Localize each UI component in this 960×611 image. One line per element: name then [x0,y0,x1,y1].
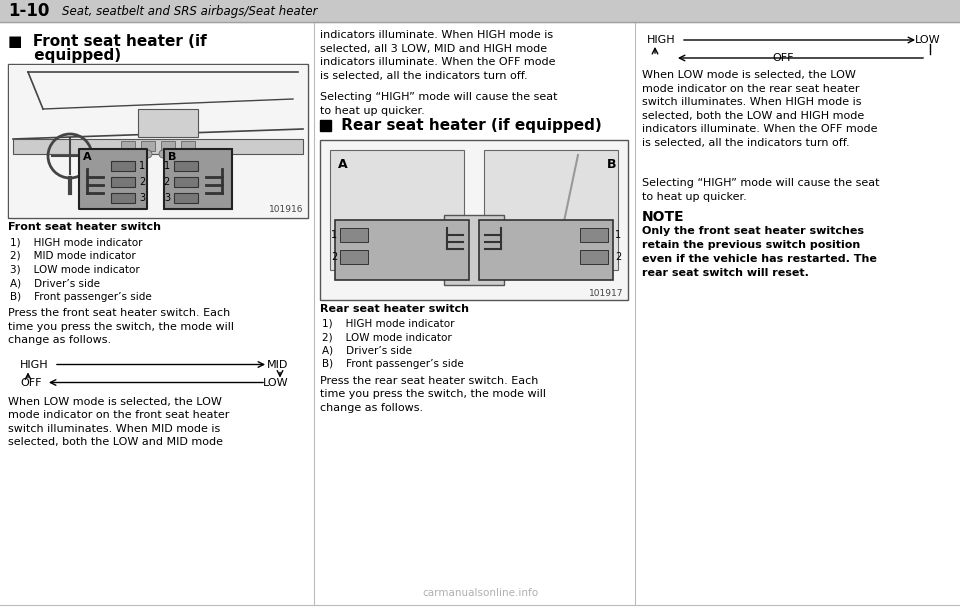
Text: 101917: 101917 [588,289,623,298]
Text: Rear seat heater (if equipped): Rear seat heater (if equipped) [336,118,602,133]
Text: A: A [83,152,91,162]
Text: MID: MID [267,359,288,370]
Circle shape [144,150,152,158]
Bar [79,149,147,209]
Bar [161,141,175,151]
Text: Selecting “HIGH” mode will cause the seat
to heat up quicker.: Selecting “HIGH” mode will cause the sea… [320,92,558,115]
Bar [121,141,135,151]
Bar [174,193,198,203]
Text: 1-10: 1-10 [8,2,49,20]
Bar [111,161,135,171]
Text: carmanualsonline.info: carmanualsonline.info [422,588,538,598]
Bar [174,177,198,187]
Text: 1: 1 [139,161,145,171]
Text: OFF: OFF [20,378,41,387]
Bar [330,150,464,270]
Text: A)    Driver’s side: A) Driver’s side [322,345,412,356]
Text: Front seat heater switch: Front seat heater switch [8,222,161,232]
Text: 2: 2 [139,177,145,187]
Text: Press the rear seat heater switch. Each
time you press the switch, the mode will: Press the rear seat heater switch. Each … [320,376,546,412]
Text: Seat, seatbelt and SRS airbags/Seat heater: Seat, seatbelt and SRS airbags/Seat heat… [62,4,318,18]
Text: 1: 1 [164,161,170,171]
Text: Press the front seat heater switch. Each
time you press the switch, the mode wil: Press the front seat heater switch. Each… [8,308,234,345]
Text: B)    Front passenger’s side: B) Front passenger’s side [322,359,464,369]
Bar [111,177,135,187]
Bar [13,139,303,154]
Bar [111,193,135,203]
Text: Rear seat heater switch: Rear seat heater switch [320,304,469,314]
Text: B)    Front passenger’s side: B) Front passenger’s side [10,291,152,301]
Text: NOTE: NOTE [642,210,684,224]
Text: 2)    MID mode indicator: 2) MID mode indicator [10,251,135,261]
Bar [335,220,469,280]
Text: indicators illuminate. When HIGH mode is
selected, all 3 LOW, MID and HIGH mode
: indicators illuminate. When HIGH mode is… [320,30,556,81]
Bar [580,228,608,242]
Text: 3)    LOW mode indicator: 3) LOW mode indicator [10,265,140,274]
Text: 2: 2 [331,252,337,262]
Bar [141,141,155,151]
Circle shape [174,150,182,158]
Bar [138,109,198,137]
Text: HIGH: HIGH [647,35,676,45]
Circle shape [189,150,197,158]
Bar [484,150,618,270]
Text: Only the front seat heater switches
retain the previous switch position
even if : Only the front seat heater switches reta… [642,226,876,278]
Text: equipped): equipped) [8,48,121,63]
Bar [320,120,331,131]
Text: B: B [168,152,177,162]
Text: 2: 2 [615,252,621,262]
Bar [580,250,608,264]
Text: 1: 1 [331,230,337,240]
Text: OFF: OFF [772,53,794,63]
Text: A)    Driver’s side: A) Driver’s side [10,278,100,288]
Bar [174,161,198,171]
Bar [181,141,195,151]
Text: 1)    HIGH mode indicator: 1) HIGH mode indicator [322,318,454,329]
Text: 101916: 101916 [269,205,303,214]
Bar [340,250,368,264]
Bar [444,215,504,285]
Bar [0,0,960,22]
Bar [8,64,308,218]
Bar [479,220,613,280]
Text: 1: 1 [615,230,621,240]
Text: 3: 3 [139,193,145,203]
Text: 3: 3 [164,193,170,203]
Bar [320,140,628,300]
Text: Selecting “HIGH” mode will cause the seat
to heat up quicker.: Selecting “HIGH” mode will cause the sea… [642,178,879,202]
Text: 2)    LOW mode indicator: 2) LOW mode indicator [322,332,452,342]
Text: 2: 2 [164,177,170,187]
Text: LOW: LOW [262,378,288,387]
Text: 1)    HIGH mode indicator: 1) HIGH mode indicator [10,238,142,247]
Bar [164,149,232,209]
Text: LOW: LOW [914,35,940,45]
Bar [9,65,307,217]
Bar [340,228,368,242]
Text: ■  Front seat heater (if: ■ Front seat heater (if [8,34,206,49]
Text: A: A [338,158,348,171]
Text: B: B [607,158,616,171]
Text: When LOW mode is selected, the LOW
mode indicator on the rear seat heater
switch: When LOW mode is selected, the LOW mode … [642,70,877,148]
Circle shape [159,150,167,158]
Text: When LOW mode is selected, the LOW
mode indicator on the front seat heater
switc: When LOW mode is selected, the LOW mode … [8,397,229,447]
Text: HIGH: HIGH [20,359,49,370]
